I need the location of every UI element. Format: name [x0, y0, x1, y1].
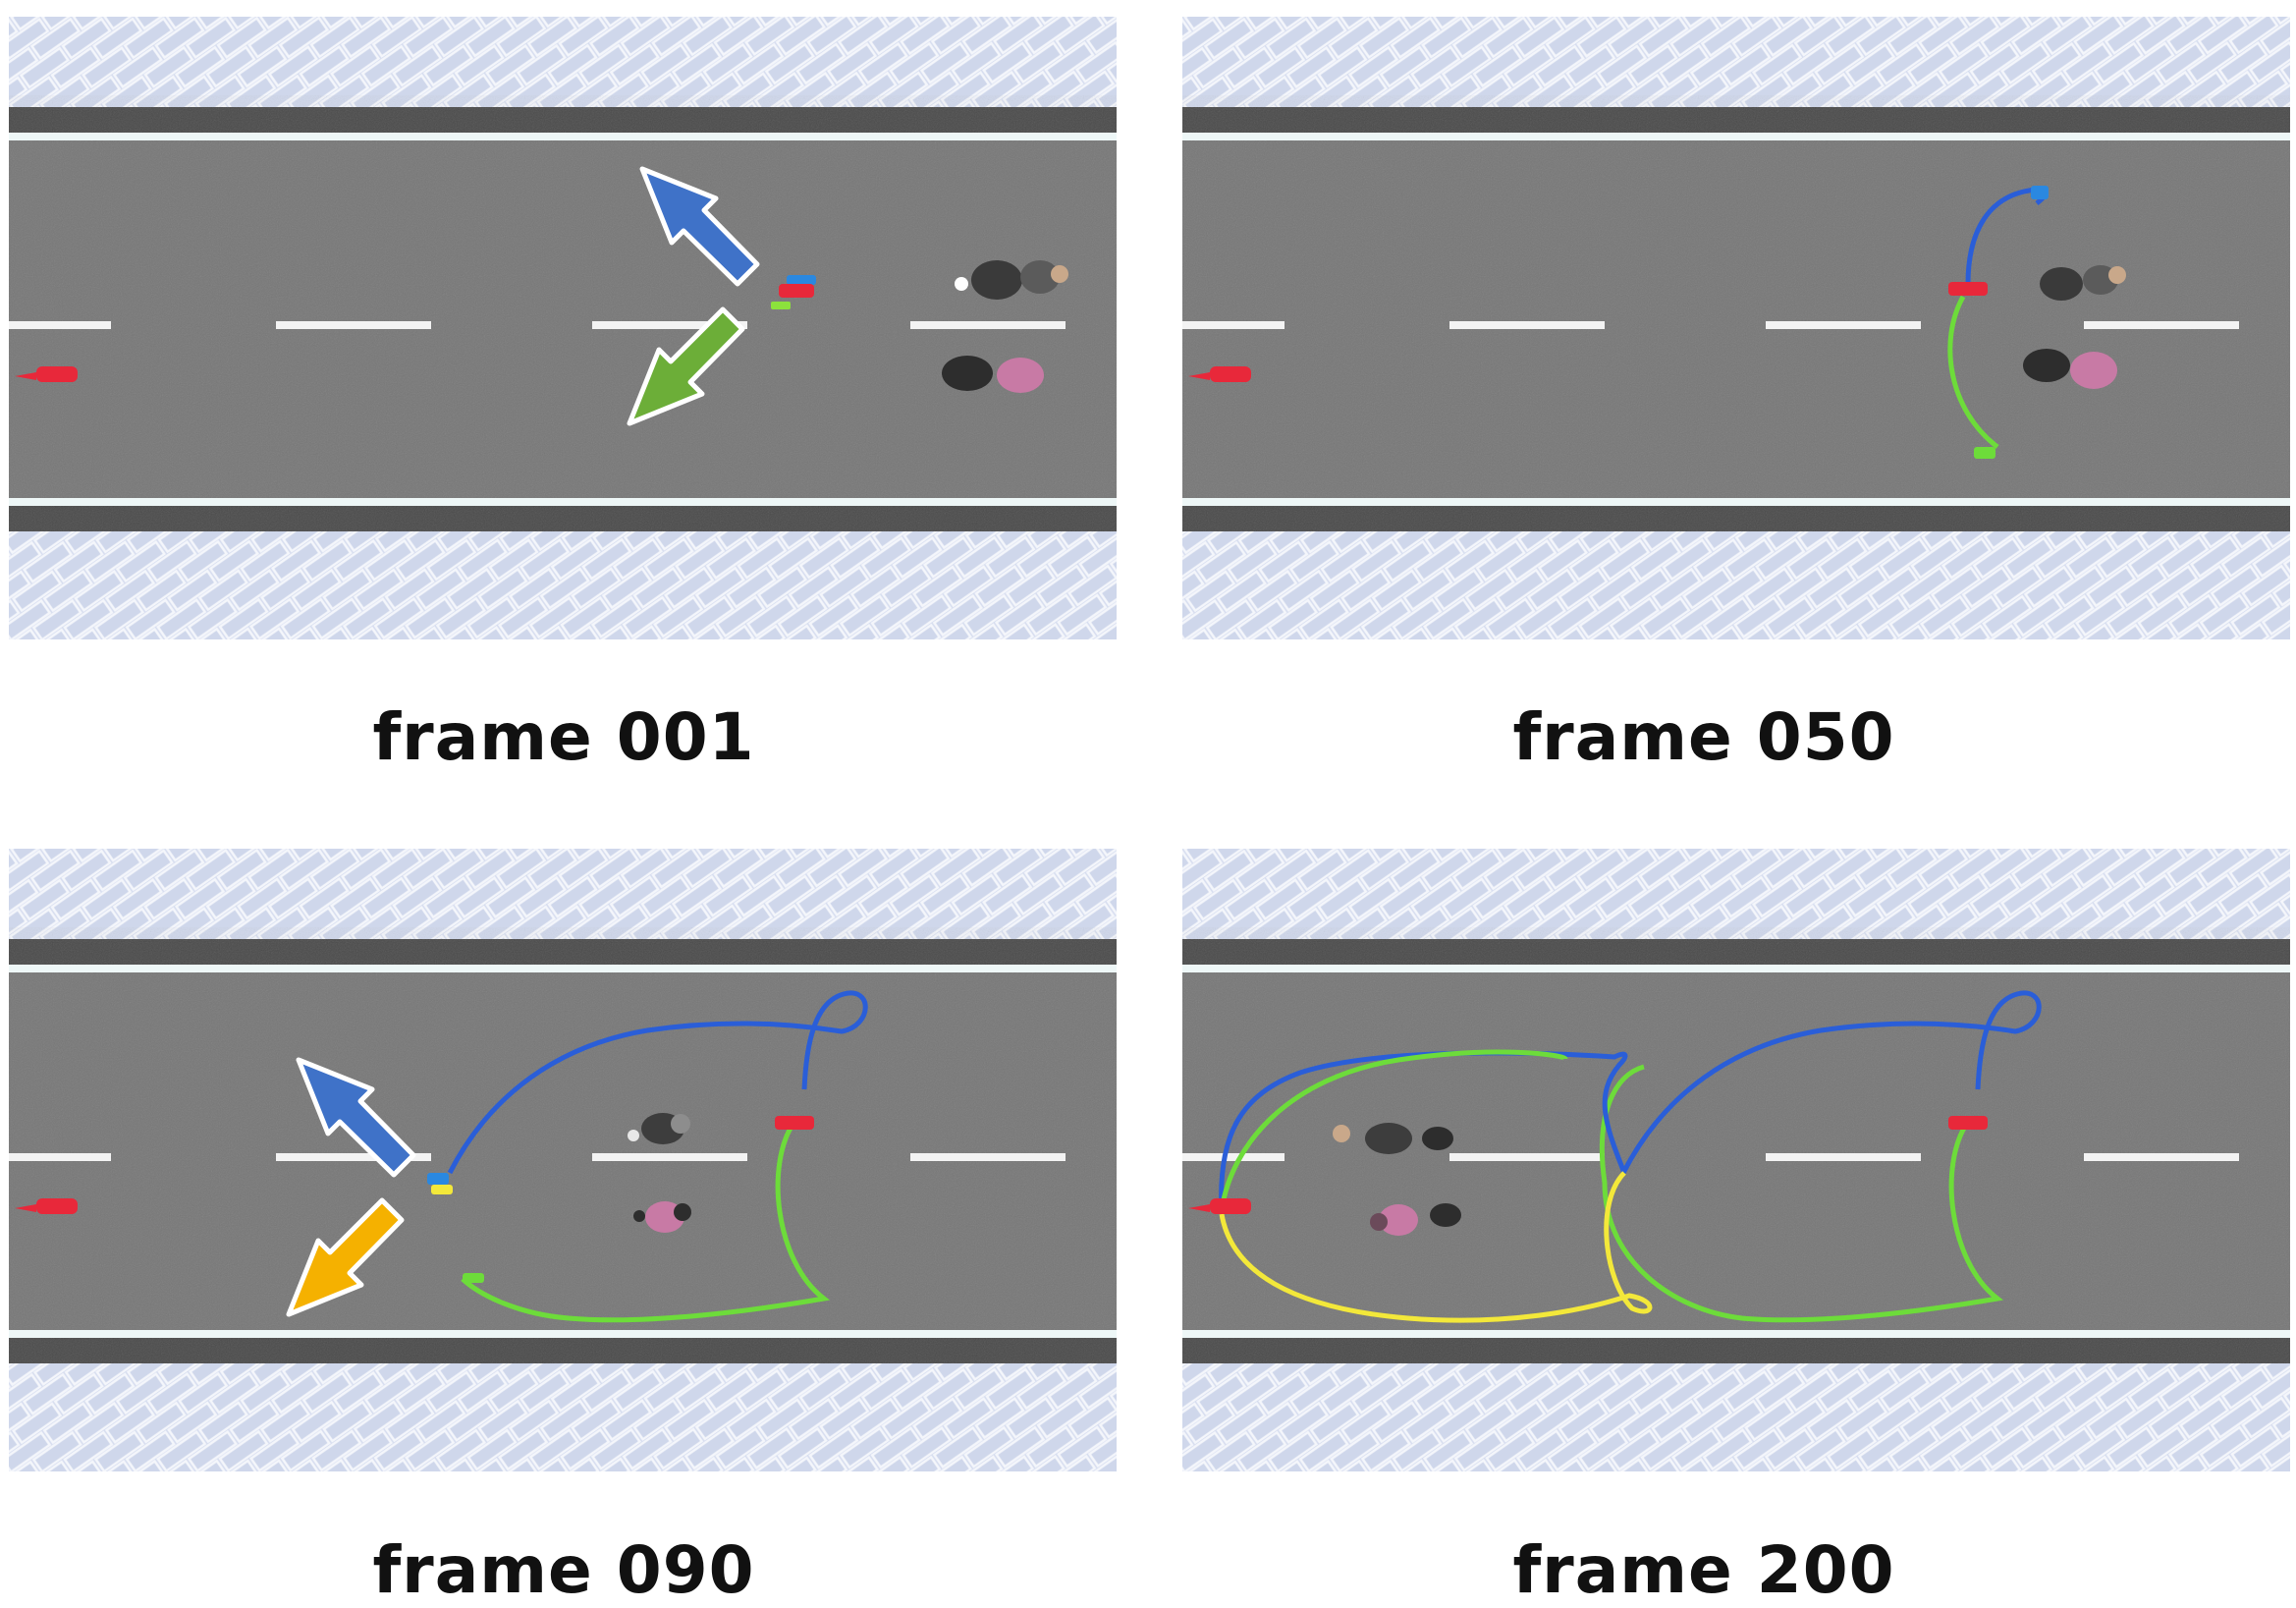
robot-blue — [2031, 186, 2049, 199]
lane-line-bottom — [1182, 1330, 2290, 1338]
path-yellow — [1219, 1171, 1653, 1323]
robot-red — [775, 1116, 814, 1130]
path-green-right — [1599, 1064, 2004, 1323]
pedestrian-bottom — [942, 356, 1044, 393]
scene-frame-050 — [1182, 17, 2290, 639]
caption-frame-090: frame 090 — [372, 1532, 755, 1608]
path-green — [1947, 295, 1999, 449]
lane-line-top — [1182, 133, 2290, 140]
center-dashes — [9, 321, 1066, 329]
robots-cluster — [771, 275, 816, 309]
robot-blue — [427, 1173, 449, 1185]
pedestrian-bottom — [2023, 349, 2117, 389]
sidewalk-bottom — [9, 1363, 1117, 1471]
robot-green — [1974, 447, 1995, 459]
path-blue-right — [1620, 990, 2042, 1175]
robot-red-left — [1188, 1198, 1251, 1214]
pedestrian-top — [2040, 265, 2126, 301]
sidewalk-bottom — [9, 531, 1117, 639]
pedestrian-top — [628, 1113, 690, 1144]
scene-frame-001 — [9, 17, 1117, 639]
arrow-orange — [286, 1197, 405, 1317]
pedestrian-top — [1333, 1123, 1453, 1154]
lane-line-bottom — [9, 498, 1117, 506]
sidewalk-bottom — [1182, 531, 2290, 639]
lane-line-top — [9, 133, 1117, 140]
robot-red — [1948, 1116, 1988, 1130]
robot-red-left — [1188, 366, 1251, 382]
panel-frame-001 — [9, 17, 1117, 639]
arrow-blue — [639, 166, 760, 287]
robot-yellow — [431, 1185, 453, 1194]
path-green — [461, 1120, 831, 1323]
center-dashes — [9, 1153, 1066, 1161]
path-blue — [447, 990, 868, 1175]
arrow-blue — [296, 1057, 416, 1178]
scene-frame-090 — [9, 849, 1117, 1471]
arrow-green — [627, 306, 745, 426]
lane-line-bottom — [9, 1330, 1117, 1338]
center-dashes — [1182, 321, 2239, 329]
center-dashes — [1182, 1153, 2239, 1161]
robot-red-left — [15, 1198, 78, 1214]
pedestrian-bottom — [633, 1201, 691, 1233]
caption-frame-200: frame 200 — [1512, 1532, 1895, 1608]
pedestrian-bottom — [1370, 1203, 1461, 1236]
sidewalk-bottom — [1182, 1363, 2290, 1471]
lane-line-top — [9, 965, 1117, 972]
path-green-left — [1219, 1049, 1568, 1211]
caption-frame-001: frame 001 — [372, 699, 755, 775]
panel-frame-050 — [1182, 17, 2290, 639]
panel-frame-200 — [1182, 849, 2290, 1471]
robot-green — [463, 1273, 484, 1283]
caption-frame-050: frame 050 — [1512, 699, 1895, 775]
robot-red — [1948, 282, 1988, 296]
pedestrian-top — [955, 260, 1068, 300]
lane-line-bottom — [1182, 498, 2290, 506]
panel-frame-090 — [9, 849, 1117, 1471]
robot-red-left — [15, 366, 78, 382]
lane-line-top — [1182, 965, 2290, 972]
scene-frame-200 — [1182, 849, 2290, 1471]
